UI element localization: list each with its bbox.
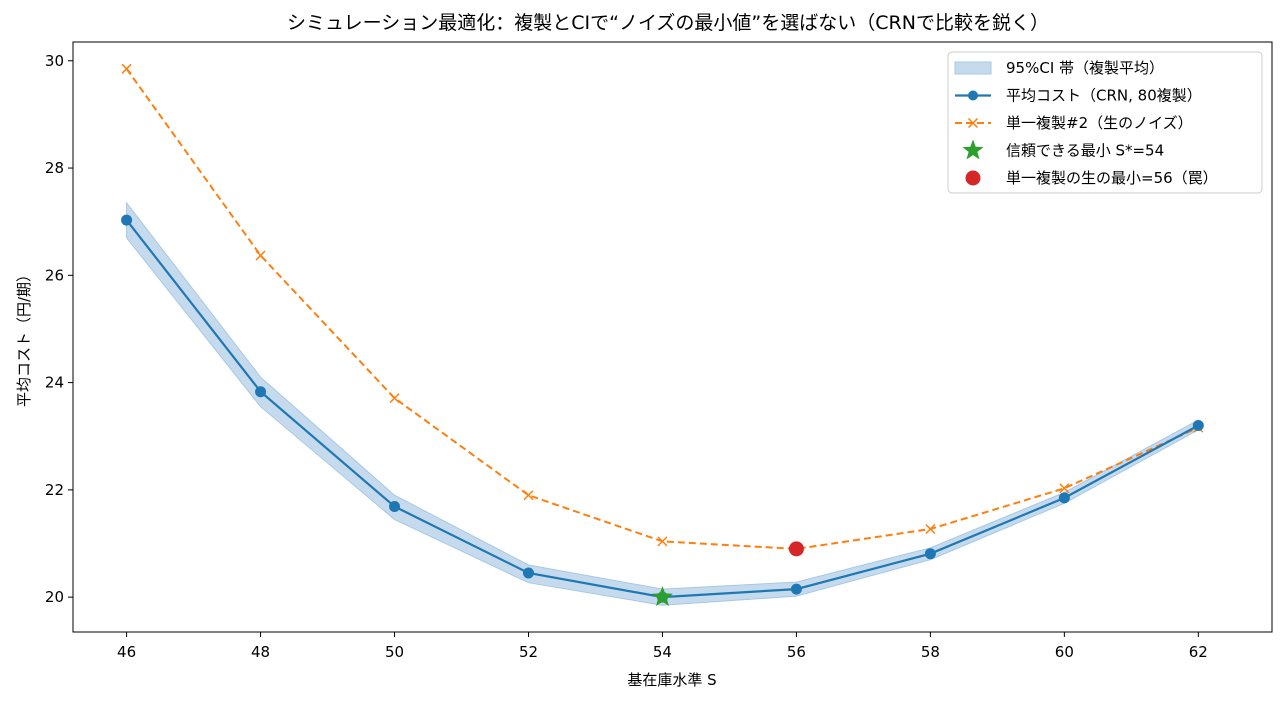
mean-cost-point [1058,492,1070,504]
x-tick-label: 62 [1189,643,1208,661]
x-tick-label: 50 [385,643,404,661]
x-axis: 46 48 50 52 54 56 58 60 62 [117,632,1208,661]
legend-label: 信頼できる最小 S*=54 [1006,142,1164,160]
legend-label: 単一複製#2（生のノイズ） [1006,114,1193,132]
single-replication-point-stroke-b [523,490,534,501]
single-replication-point [389,393,400,404]
legend-swatch-single-point-stroke-b [967,117,979,129]
plot-area [72,41,1273,633]
y-tick-label: 24 [45,374,64,392]
single-replication-point [255,250,266,261]
legend-label: 95%CI 帯（複製平均） [1006,59,1164,77]
mean-cost-point [255,386,267,398]
legend-label: 単一複製の生の最小=56（罠） [1006,169,1218,187]
single-replication-point-stroke-b [657,536,668,547]
legend-box [947,51,1263,194]
mean-cost-point [924,548,936,560]
mean-cost-point [790,583,802,595]
raw-minimum-trap-dot [788,541,804,557]
single-replication-point [925,523,936,535]
x-tick-label: 54 [653,643,672,661]
y-tick-label: 30 [45,52,64,70]
chart-title: シミュレーション最適化：複製とCIで“ノイズの最小値”を選ばない（CRNで比較を… [287,12,1049,34]
x-tick-label: 48 [251,643,270,661]
single-replication-point [1059,483,1070,494]
legend-label: 平均コスト（CRN, 80複製） [1006,87,1202,105]
x-tick-label: 46 [117,643,136,661]
legend-swatch-mean-point [968,90,978,101]
reliable-minimum-star [652,586,673,606]
single-replication-point-stroke-b [1059,483,1070,494]
legend-swatch-red-dot [965,170,981,186]
x-tick-label: 58 [921,643,940,661]
y-tick-label: 22 [45,481,64,499]
y-axis: 20 22 24 26 28 30 [45,52,73,606]
single-replication-point [523,490,534,501]
mean-cost-point [1192,420,1204,431]
legend-swatch-star [962,139,984,160]
x-tick-label: 52 [519,643,538,661]
single-replication-point-stroke-b [389,393,400,404]
single-replication-point-stroke-b [121,63,132,74]
legend: 95%CI 帯（複製平均） 平均コスト（CRN, 80複製） 単一複製#2（生のノイ… [947,51,1263,194]
y-tick-label: 28 [45,159,64,177]
x-tick-label: 60 [1055,643,1074,661]
x-axis-label: 基在庫水準 S [627,671,716,689]
y-tick-label: 26 [45,266,64,284]
single-replication-point-stroke-b [925,523,936,535]
mean-cost-point [121,214,133,226]
single-replication-point [657,536,668,547]
ci-band-layer [126,201,1199,606]
mean-cost-point [522,567,534,579]
single-replication-point [121,63,132,74]
y-axis-label: 平均コスト（円/期） [15,267,33,407]
marker-layer [652,541,804,606]
legend-swatch-single-point [967,117,979,129]
ci-band [126,201,1199,606]
mean-cost-point [389,500,401,512]
y-tick-label: 20 [45,588,64,606]
legend-swatch-ci-band [954,61,992,75]
x-tick-label: 56 [787,643,806,661]
single-replication-point-stroke-b [255,250,266,261]
